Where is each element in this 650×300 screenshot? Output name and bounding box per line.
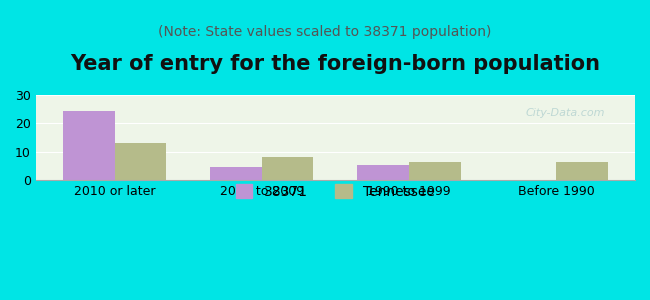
Bar	[358, 165, 409, 180]
Title: Year of entry for the foreign-born population: Year of entry for the foreign-born popul…	[70, 54, 601, 74]
Legend: 38371, Tennessee: 38371, Tennessee	[229, 177, 442, 206]
Bar	[114, 143, 166, 180]
Bar	[556, 162, 608, 180]
Bar	[409, 162, 460, 180]
Text: City-Data.com: City-Data.com	[526, 108, 605, 118]
Text: (Note: State values scaled to 38371 population): (Note: State values scaled to 38371 popu…	[159, 25, 491, 39]
Bar	[210, 167, 262, 180]
Bar	[262, 158, 313, 180]
Bar	[63, 111, 114, 180]
